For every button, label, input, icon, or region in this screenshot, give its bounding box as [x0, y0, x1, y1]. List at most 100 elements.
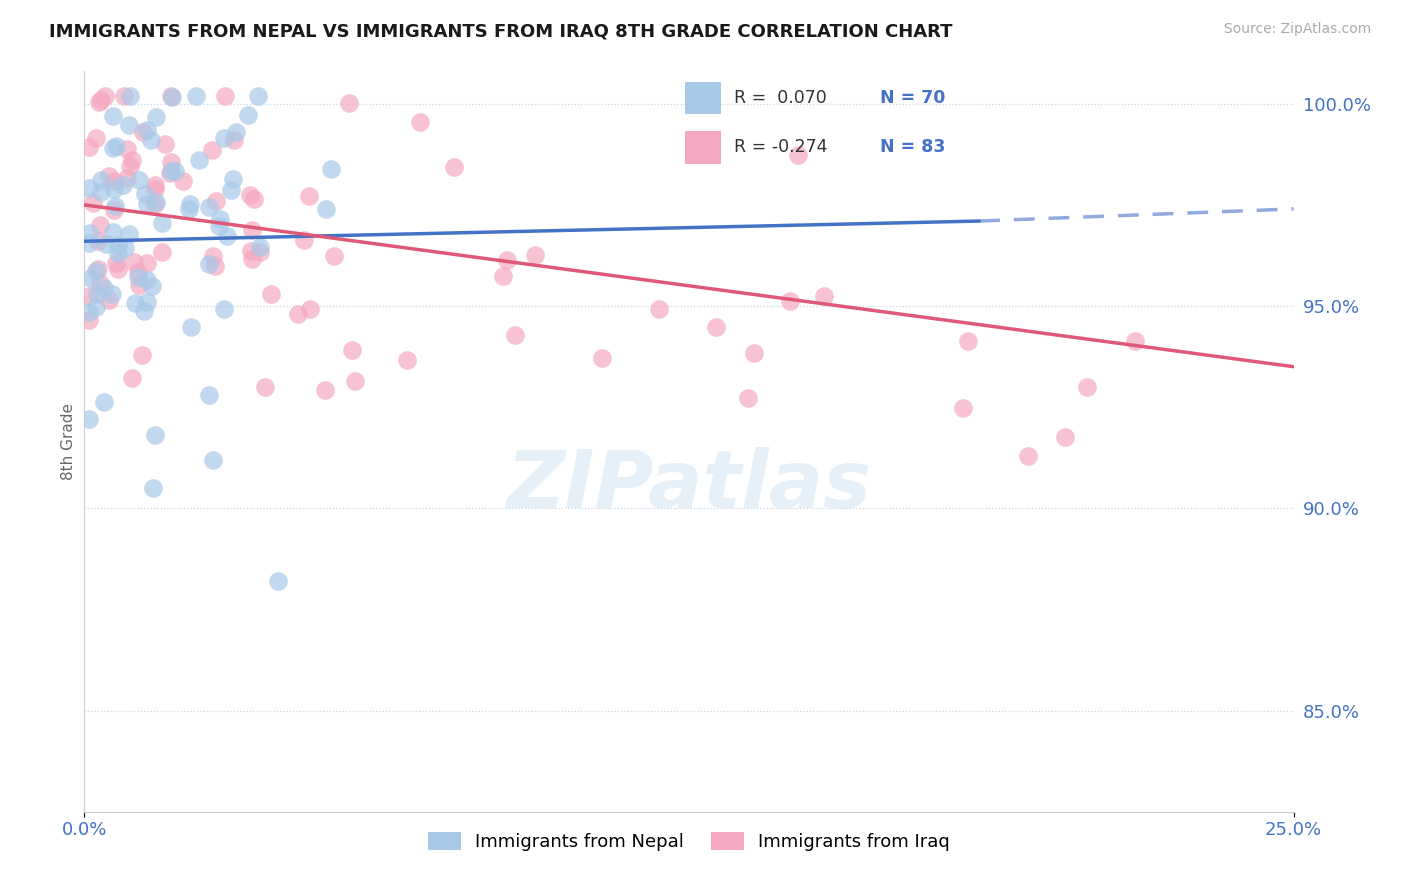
Point — [90, 185, 112, 199]
Point — [287, 307, 309, 321]
Point — [101, 287, 124, 301]
Point — [214, 88, 236, 103]
Point — [150, 244, 173, 259]
Point — [77, 140, 100, 154]
Point — [107, 246, 129, 260]
Point — [103, 225, 125, 239]
Point — [77, 304, 100, 318]
Point — [136, 256, 159, 270]
Point — [956, 334, 979, 348]
Point — [103, 174, 125, 188]
Point — [240, 252, 263, 266]
Point — [124, 296, 146, 310]
Point — [105, 256, 128, 270]
Point — [198, 200, 221, 214]
Point — [93, 281, 115, 295]
Point — [243, 192, 266, 206]
Point — [165, 163, 187, 178]
Point — [104, 199, 127, 213]
Point — [105, 138, 128, 153]
Point — [143, 197, 166, 211]
Point — [86, 130, 108, 145]
Point — [131, 348, 153, 362]
Point — [135, 122, 157, 136]
Point — [314, 384, 336, 398]
Point — [813, 289, 835, 303]
Point — [315, 202, 337, 217]
FancyBboxPatch shape — [685, 82, 721, 114]
Point — [779, 294, 801, 309]
Point — [253, 380, 276, 394]
Point — [118, 159, 141, 173]
Point — [198, 257, 221, 271]
Point — [160, 155, 183, 169]
Point — [127, 270, 149, 285]
Point — [84, 264, 107, 278]
Point — [112, 88, 135, 103]
Point — [742, 346, 765, 360]
Point — [134, 186, 156, 201]
Point — [112, 178, 135, 192]
Legend: Immigrants from Nepal, Immigrants from Iraq: Immigrants from Nepal, Immigrants from I… — [420, 824, 957, 858]
Point — [141, 278, 163, 293]
Point — [77, 181, 100, 195]
Point — [503, 327, 526, 342]
Point — [343, 375, 366, 389]
Point — [204, 259, 226, 273]
Point — [298, 188, 321, 202]
Point — [90, 93, 112, 107]
Point — [77, 313, 100, 327]
Point — [160, 88, 183, 103]
Point — [150, 216, 173, 230]
Point — [443, 160, 465, 174]
Point — [198, 388, 221, 402]
Point — [299, 301, 322, 316]
Point — [122, 255, 145, 269]
Point — [591, 351, 613, 365]
Point — [89, 95, 111, 109]
Point — [77, 236, 100, 251]
Point — [240, 244, 263, 259]
Point — [117, 142, 139, 156]
Point — [103, 110, 125, 124]
Point — [337, 96, 360, 111]
Point — [492, 269, 515, 284]
Point — [222, 171, 245, 186]
Point — [249, 240, 271, 254]
Point — [77, 289, 100, 303]
Point — [1054, 430, 1077, 444]
Point — [200, 144, 222, 158]
Point — [107, 262, 129, 277]
Point — [127, 265, 149, 279]
Point — [89, 218, 111, 232]
Point — [180, 319, 202, 334]
Point — [155, 137, 177, 152]
Point — [187, 153, 209, 168]
Text: ZIPatlas: ZIPatlas — [506, 447, 872, 525]
Point — [132, 125, 155, 139]
Point — [103, 203, 125, 218]
Point — [79, 270, 101, 285]
Point — [107, 238, 129, 252]
Point — [98, 169, 121, 184]
Point — [202, 249, 225, 263]
Point — [79, 227, 101, 241]
Point — [160, 163, 183, 178]
Point — [648, 301, 671, 316]
Point — [737, 391, 759, 405]
Point — [98, 293, 121, 307]
Text: R =  0.070: R = 0.070 — [734, 89, 827, 107]
Point — [84, 300, 107, 314]
Point — [323, 249, 346, 263]
FancyBboxPatch shape — [685, 131, 721, 163]
Point — [114, 241, 136, 255]
Point — [121, 153, 143, 167]
Point — [208, 219, 231, 234]
Point — [319, 161, 342, 176]
Text: N = 83: N = 83 — [880, 138, 945, 156]
Point — [267, 574, 290, 588]
Point — [1076, 380, 1098, 394]
Point — [214, 301, 236, 316]
Text: IMMIGRANTS FROM NEPAL VS IMMIGRANTS FROM IRAQ 8TH GRADE CORRELATION CHART: IMMIGRANTS FROM NEPAL VS IMMIGRANTS FROM… — [49, 22, 953, 40]
Point — [141, 133, 163, 147]
